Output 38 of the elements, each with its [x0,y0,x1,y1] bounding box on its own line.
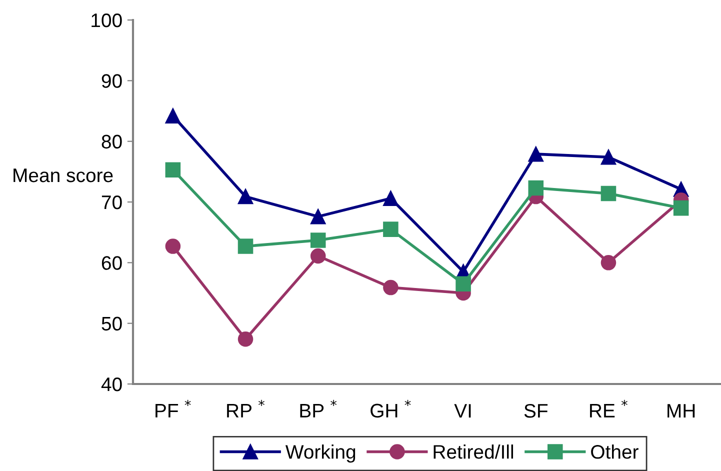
point [600,255,616,270]
point [383,280,398,296]
point [310,232,326,248]
legend-label: Working [285,444,356,463]
point [528,180,544,196]
y-tick-label: 60 [102,256,122,270]
point [165,162,181,178]
point [456,276,471,292]
y-tick-label: 40 [101,377,122,392]
y-axis-title: Mean score [14,168,113,182]
point [383,190,398,206]
x-tick-label: VI [454,404,471,418]
x-tick-label: SF [524,404,548,418]
legend-label: Other [591,444,638,459]
y-tick-label: 90 [102,74,122,88]
x-tick-label: RE $^{*}$ [590,400,628,418]
point [238,238,254,254]
x-tick-label: MH [668,404,695,418]
legend-label: Retired/Ill [434,444,514,459]
y-tick-label: 70 [102,195,122,210]
x-tick-label: BP $^{*}$ [300,400,337,418]
x-tick-label: GH $^{*}$ [370,400,411,418]
y-tick-label: 100 [92,13,122,28]
point [310,208,326,224]
x-tick-label: RP $^{*}$ [227,400,264,418]
x-tick-label: PF $^{*}$ [156,400,191,418]
point [673,200,689,216]
point [165,108,181,124]
point [238,188,254,204]
point [528,146,544,162]
point [600,186,616,202]
point [238,331,254,347]
point [310,248,326,264]
point [383,222,398,237]
y-tick-label: 50 [102,316,122,331]
y-tick-label: 80 [102,134,122,149]
point [165,238,181,254]
point [600,149,616,165]
